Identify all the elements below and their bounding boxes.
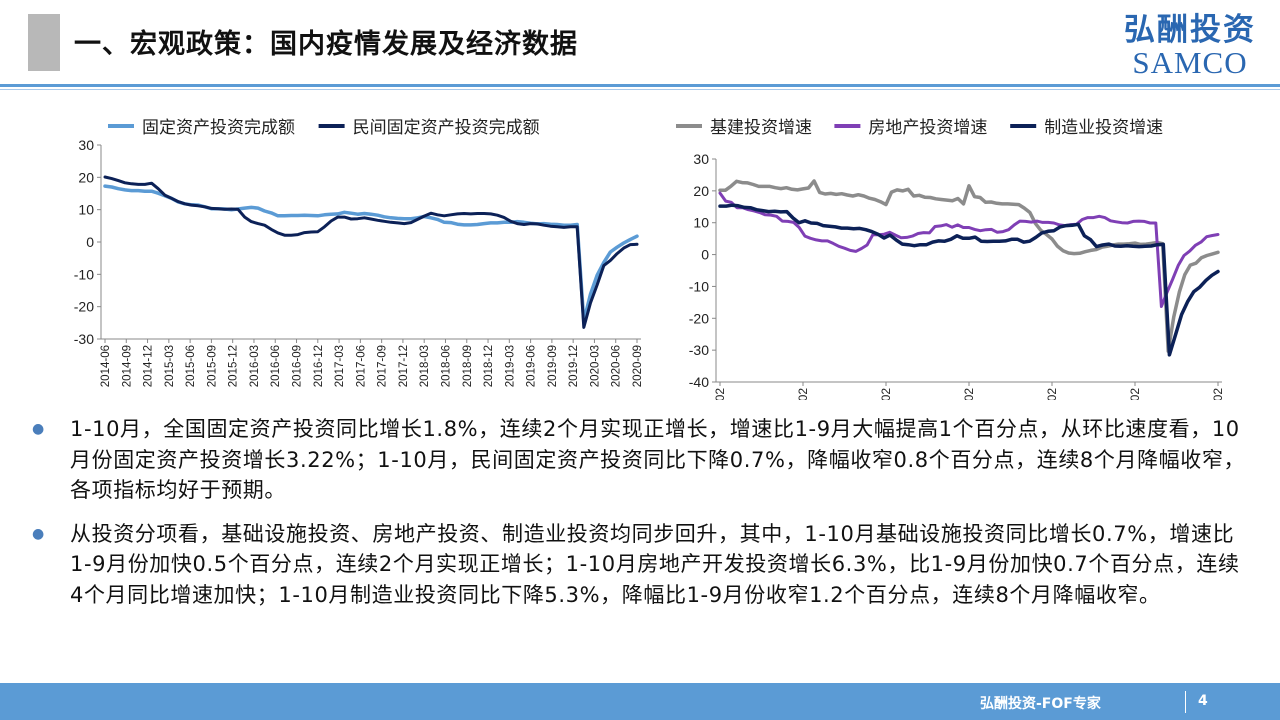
logo-english-text: SAMCO [1132, 45, 1248, 80]
x-tick-label: 2016-09 [292, 345, 304, 387]
x-tick-label: 2019-12 [568, 345, 580, 387]
x-tick-label: 2020-06 [611, 345, 623, 387]
series-line [103, 175, 639, 329]
x-tick-label: 2015-12 [228, 345, 240, 387]
x-tick-label: 2014-09 [121, 345, 133, 387]
chart-fixed-asset-investment: 30 20 10 0 -10 -20 -30 2014-06 2014-09 2014-12 201… [74, 118, 644, 387]
series-line [103, 184, 639, 323]
x-tick-label: 2017-06 [355, 345, 367, 387]
y-tick-label: 20 [693, 183, 709, 199]
y-tick-label: -30 [689, 342, 709, 358]
series-line [718, 203, 1220, 357]
y-tick-label: -10 [689, 278, 709, 294]
y-tick-label: -10 [74, 266, 94, 282]
x-tick-label: 2018-09 [462, 345, 474, 387]
footer-brand: 弘酬投资-FOF专家 [980, 696, 1101, 712]
x-tick-label: 2017-12 [398, 345, 410, 387]
y-tick-label: 10 [693, 215, 709, 231]
x-tick-label: 2020-09 [632, 345, 644, 387]
bullet-list: ● 1-10月，全国固定资产投资同比增长1.8%，连续2个月实现正增长，增速比1… [32, 414, 1247, 610]
bullet-item: ● 从投资分项看，基础设施投资、房地产投资、制造业投资均同步回升，其中，1-10… [32, 519, 1247, 611]
footer-divider [1185, 691, 1186, 713]
bullet-text: 从投资分项看，基础设施投资、房地产投资、制造业投资均同步回升，其中，1-10月基… [70, 521, 1240, 607]
x-tick-label: 2017-02 [962, 388, 976, 400]
bullet-item: ● 1-10月，全国固定资产投资同比增长1.8%，连续2个月实现正增长，增速比1… [32, 414, 1247, 506]
y-tick-label: 0 [701, 247, 709, 263]
company-logo: 弘酬投资 SAMCO [1110, 12, 1270, 78]
header-rule-thin [0, 89, 1280, 90]
x-tick-label: 2017-03 [334, 345, 346, 387]
page-number: 4 [1198, 693, 1208, 709]
bullet-dot: ● [32, 525, 45, 542]
y-tick-label: 20 [78, 169, 94, 185]
y-tick-label: -20 [74, 299, 94, 315]
chart-investment-growth-by-sector: 30 20 10 0 -10 -20 -30 -40 2014-02 2015-02 2016-02… [676, 118, 1225, 400]
legend-label: 基建投资增速 [710, 118, 812, 138]
x-tick-label: 2016-06 [270, 345, 282, 387]
x-tick-label: 2019-06 [526, 345, 538, 387]
series-line [718, 191, 1220, 308]
x-tick-label: 2018-06 [440, 345, 452, 387]
x-tick-label: 2019-02 [1128, 388, 1142, 400]
bullet-dot: ● [32, 421, 45, 437]
series-line [718, 179, 1220, 353]
header-rule [0, 84, 1280, 87]
x-tick-label: 2018-02 [1045, 388, 1059, 400]
x-tick-label: 2017-09 [377, 345, 389, 387]
x-tick-label: 2015-02 [796, 388, 810, 400]
legend-label: 民间固定资产投资完成额 [353, 118, 540, 138]
footer-bar: 弘酬投资-FOF专家 4 [0, 683, 1280, 720]
x-tick-label: 2020-02 [1211, 388, 1225, 400]
x-tick-label: 2016-02 [879, 388, 893, 400]
y-tick-label: -30 [74, 331, 94, 347]
x-tick-label: 2016-03 [249, 345, 261, 387]
y-tick-label: -20 [689, 310, 709, 326]
x-tick-label: 2014-12 [143, 345, 155, 387]
y-tick-label: 10 [78, 202, 94, 218]
y-tick-label: 30 [693, 151, 709, 167]
x-tick-label: 2020-03 [589, 345, 601, 387]
x-tick-label: 2019-03 [504, 345, 516, 387]
x-tick-label: 2014-02 [713, 388, 727, 400]
y-tick-label: 30 [78, 137, 94, 153]
y-tick-label: 0 [86, 234, 94, 250]
bullet-text: 1-10月，全国固定资产投资同比增长1.8%，连续2个月实现正增长，增速比1-9… [70, 417, 1246, 502]
x-tick-label: 2018-12 [483, 345, 495, 387]
logo-chinese-text: 弘酬投资 [1124, 12, 1256, 48]
legend-label: 固定资产投资完成额 [142, 118, 295, 138]
x-tick-label: 2014-06 [100, 345, 112, 387]
x-tick-label: 2018-03 [419, 345, 431, 387]
page-title: 一、宏观政策：国内疫情发展及经济数据 [74, 29, 578, 60]
x-tick-label: 2016-12 [313, 345, 325, 387]
y-tick-label: -40 [689, 374, 709, 390]
x-tick-label: 2019-09 [547, 345, 559, 387]
legend-label: 房地产投资增速 [868, 118, 987, 138]
x-tick-label: 2015-09 [206, 345, 218, 387]
x-tick-label: 2015-03 [164, 345, 176, 387]
legend-label: 制造业投资增速 [1044, 118, 1163, 138]
title-accent-bar [28, 14, 60, 71]
x-tick-label: 2015-06 [185, 345, 197, 387]
